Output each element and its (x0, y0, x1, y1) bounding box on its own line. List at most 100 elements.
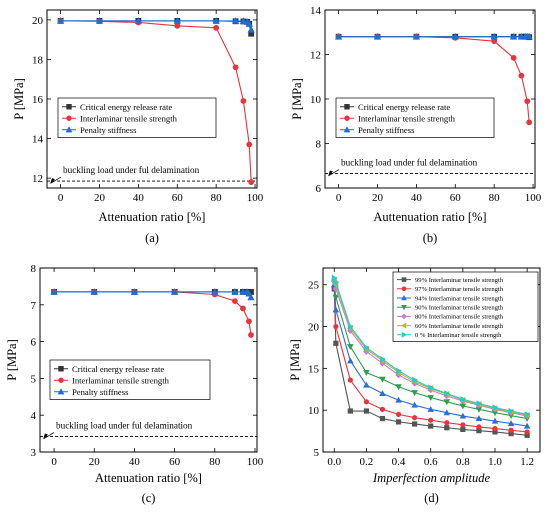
legend-swatch-marker (66, 104, 72, 110)
reference-line-label: buckling load under ful delamination (56, 421, 193, 431)
data-point (523, 422, 531, 429)
data-point (245, 20, 253, 27)
x-tick-label: 0.6 (424, 456, 438, 468)
x-tick-label: 60 (169, 456, 181, 468)
data-point (444, 420, 450, 426)
data-point (347, 408, 353, 414)
y-tick-label: 10 (310, 94, 322, 106)
data-point (363, 381, 370, 388)
data-point (492, 404, 499, 411)
legend-entry: 0 % Interlaminar tensile strength (415, 332, 502, 339)
data-point (412, 32, 421, 40)
data-point (427, 405, 434, 412)
data-point (428, 384, 435, 391)
x-tick-label: 80 (211, 192, 223, 204)
legend-entry: Interlaminar tensile strength (358, 113, 456, 123)
x-tick-label: 0.0 (327, 456, 341, 468)
data-point (333, 323, 339, 330)
legend: Critical energy release rateInterlaminar… (49, 359, 211, 400)
y-axis-label: P [MPa] (288, 339, 302, 381)
legend-swatch-marker (401, 286, 407, 292)
x-tick-label: 20 (94, 192, 106, 204)
legend-entry: 94% Interlaminar tensile strength (415, 295, 504, 302)
legend-swatch-marker (65, 126, 73, 133)
data-point (213, 24, 220, 31)
data-point (524, 429, 530, 435)
y-tick-label: 4 (31, 410, 37, 422)
data-point (373, 32, 382, 40)
data-point (134, 17, 143, 24)
series-line (333, 282, 528, 420)
data-point (240, 305, 246, 312)
data-point (509, 32, 518, 40)
data-point (231, 298, 238, 305)
data-point (247, 26, 255, 33)
data-point (347, 357, 354, 364)
data-point (443, 399, 451, 406)
y-tick-label: 8 (31, 263, 37, 275)
x-tick-label: 60 (172, 192, 184, 204)
y-axis-label: P [MPa] (290, 78, 304, 120)
legend-entry: 60% Interlaminar tensile strength (415, 323, 504, 330)
data-point (507, 420, 515, 427)
legend-swatch-marker (57, 388, 65, 395)
legend-entry: Interlaminar tensile strength (72, 375, 170, 385)
reference-arrowhead (43, 433, 48, 440)
legend-swatch-marker (66, 115, 72, 121)
data-point (444, 390, 451, 397)
y-tick-label: 25 (308, 280, 320, 292)
series-3 (330, 281, 531, 429)
data-point (363, 370, 370, 376)
chart-panel-3: 0 20 40 60 80 100 3 4 5 6 7 8 Attenuation ratio [%] P… (5, 263, 264, 505)
data-point (443, 409, 451, 416)
reference-line-label: buckling load under ful delamination (341, 158, 478, 168)
data-point (248, 179, 255, 185)
data-point (247, 293, 255, 301)
y-tick-label: 8 (316, 139, 322, 151)
reference-arrow (43, 432, 55, 439)
series-2 (331, 283, 530, 435)
legend-swatch-marker (344, 115, 350, 121)
data-point (173, 17, 181, 24)
panel-label: (c) (142, 491, 156, 505)
x-tick-label: 1.2 (520, 456, 534, 468)
series-3 (56, 17, 255, 33)
data-point (331, 274, 338, 282)
data-point (428, 417, 434, 423)
data-point (333, 340, 339, 346)
y-tick-label: 5 (314, 447, 320, 459)
series-line (333, 277, 528, 415)
legend-swatch-marker (343, 126, 351, 133)
data-point (508, 407, 515, 415)
legend-swatch-marker (58, 377, 64, 383)
legend: Critical energy release rateInterlaminar… (335, 97, 495, 138)
data-point (347, 344, 354, 350)
data-point (239, 17, 248, 24)
legend-swatch-marker (58, 366, 64, 372)
data-point (347, 323, 354, 330)
legend-box (49, 359, 211, 400)
x-tick-label: 0.8 (456, 456, 470, 468)
data-point (347, 377, 353, 383)
x-tick-label: 100 (525, 192, 542, 204)
data-point (332, 306, 340, 313)
data-point (460, 422, 466, 428)
y-tick-label: 12 (310, 50, 321, 62)
series-3 (334, 32, 533, 40)
legend-entry: Penalty stiffness (72, 387, 129, 397)
data-point (459, 412, 467, 419)
x-axis-label: Imperfection amplitude (372, 471, 490, 485)
chart-panel-4: 0.0 0.2 0.4 0.6 0.8 1.0 1.2 5 10 15 20 25 Imperfecti… (288, 267, 541, 505)
data-point (56, 17, 65, 24)
reference-arrowhead (328, 170, 333, 177)
data-point (231, 17, 240, 24)
data-point (451, 32, 459, 40)
y-tick-label: 14 (310, 5, 322, 17)
data-point (363, 399, 370, 405)
x-axis-label: Attenuation ratio [%] (99, 210, 206, 224)
legend-entry: Critical energy release rate (358, 102, 450, 112)
x-tick-label: 40 (133, 192, 145, 204)
data-point (50, 288, 58, 295)
data-point (246, 141, 253, 148)
data-point (212, 17, 220, 24)
